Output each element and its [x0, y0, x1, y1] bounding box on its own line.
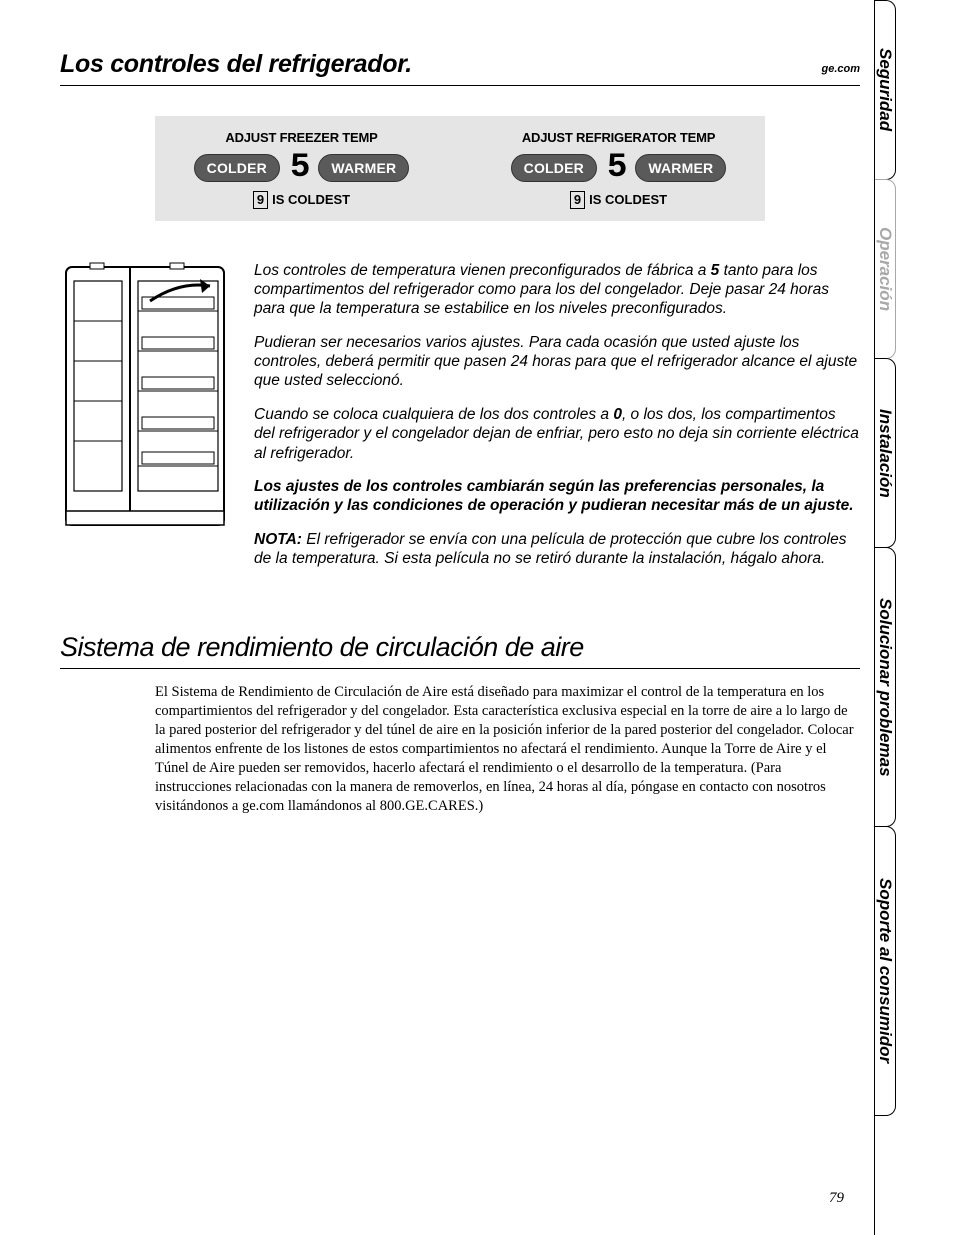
freezer-control-group: ADJUST FREEZER TEMP COLDER 5 WARMER 9 IS… — [173, 130, 430, 209]
refrigerator-illustration — [60, 261, 230, 536]
refrigerator-colder-button[interactable]: COLDER — [511, 154, 597, 182]
side-tab-solucionar-problemas[interactable]: Solucionar problemas — [875, 547, 896, 827]
freezer-colder-button[interactable]: COLDER — [194, 154, 280, 182]
section-2-title: Sistema de rendimiento de circulación de… — [60, 632, 860, 669]
refrigerator-coldest-label: 9 IS COLDEST — [490, 191, 747, 209]
page-number: 79 — [829, 1190, 844, 1207]
side-tab-bar: SeguridadOperaciónInstalaciónSolucionar … — [874, 0, 936, 1235]
refrigerator-temp-display: 5 — [603, 151, 629, 185]
instructions-text: Los controles de temperatura vienen prec… — [254, 261, 860, 583]
paragraph-1: Los controles de temperatura vienen prec… — [254, 261, 860, 319]
control-panel: ADJUST FREEZER TEMP COLDER 5 WARMER 9 IS… — [155, 116, 765, 221]
section-2-body: El Sistema de Rendimiento de Circulación… — [60, 683, 860, 815]
refrigerator-control-group: ADJUST REFRIGERATOR TEMP COLDER 5 WARMER… — [490, 130, 747, 209]
freezer-temp-display: 5 — [286, 151, 312, 185]
freezer-coldest-number: 9 — [253, 191, 268, 209]
nota-paragraph: NOTA: El refrigerador se envía con una p… — [254, 530, 860, 569]
paragraph-2: Pudieran ser necesarios varios ajustes. … — [254, 333, 860, 391]
side-tab-soporte-al-consumidor[interactable]: Soporte al consumidor — [875, 826, 896, 1116]
page-header: Los controles del refrigerador. ge.com — [60, 50, 860, 86]
freezer-coldest-text: IS COLDEST — [272, 192, 350, 207]
page-title: Los controles del refrigerador. — [60, 50, 412, 79]
side-tab-seguridad[interactable]: Seguridad — [875, 0, 896, 180]
refrigerator-coldest-number: 9 — [570, 191, 585, 209]
freezer-warmer-button[interactable]: WARMER — [318, 154, 409, 182]
paragraph-3: Cuando se coloca cualquiera de los dos c… — [254, 405, 860, 463]
freezer-coldest-label: 9 IS COLDEST — [173, 191, 430, 209]
refrigerator-coldest-text: IS COLDEST — [589, 192, 667, 207]
side-tab-instalación[interactable]: Instalación — [875, 358, 896, 548]
freezer-control-title: ADJUST FREEZER TEMP — [173, 130, 430, 145]
paragraph-4: Los ajustes de los controles cambiarán s… — [254, 477, 860, 516]
refrigerator-control-title: ADJUST REFRIGERATOR TEMP — [490, 130, 747, 145]
refrigerator-warmer-button[interactable]: WARMER — [635, 154, 726, 182]
site-link: ge.com — [821, 63, 860, 75]
side-tab-operación[interactable]: Operación — [875, 179, 896, 359]
